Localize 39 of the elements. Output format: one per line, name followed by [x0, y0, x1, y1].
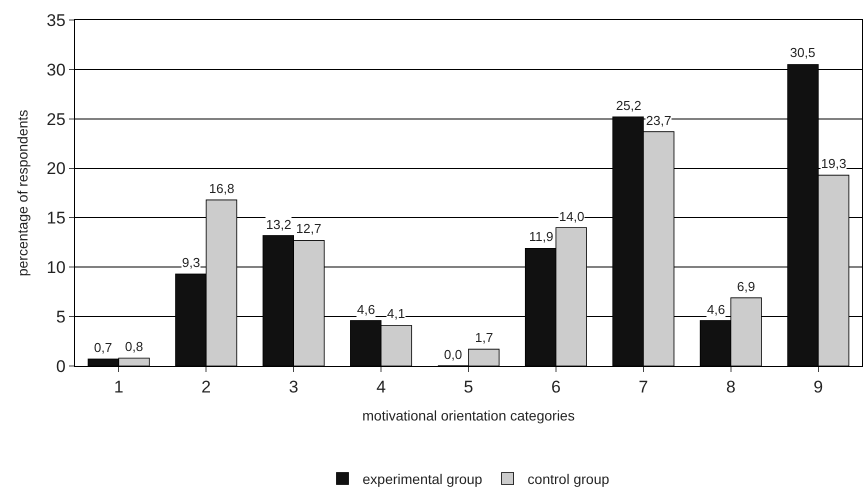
data-label: 19,3 [821, 156, 846, 171]
x-tick-label: 8 [726, 377, 736, 396]
data-label: 9,3 [182, 255, 200, 270]
y-tick-label: 30 [46, 60, 66, 80]
y-tick-label: 0 [56, 356, 66, 376]
x-tick-label: 4 [376, 377, 386, 396]
x-tick-label: 3 [288, 377, 298, 396]
x-tick-label: 1 [114, 377, 124, 396]
y-tick-label: 20 [46, 159, 66, 178]
legend-label: control group [528, 470, 610, 487]
data-label: 6,9 [737, 279, 756, 294]
x-axis-title: motivational orientation categories [362, 408, 575, 424]
data-label: 23,7 [646, 113, 672, 128]
data-label: 16,8 [209, 181, 234, 196]
data-label: 0,8 [125, 339, 144, 354]
data-label: 4,6 [707, 302, 726, 317]
data-label: 4,1 [387, 306, 406, 321]
data-label: 14,0 [559, 209, 584, 224]
y-tick-label: 10 [46, 258, 66, 278]
data-label: 30,5 [790, 45, 816, 60]
x-tick-label: 9 [814, 377, 824, 396]
y-axis-title: percentage of respondents [14, 110, 30, 276]
x-tick-label: 5 [464, 377, 474, 396]
x-tick-label: 2 [201, 377, 211, 396]
x-tick-label: 7 [638, 377, 648, 396]
data-label: 12,7 [296, 221, 322, 236]
data-label: 4,6 [357, 302, 376, 317]
legend-label: experimental group [362, 470, 483, 487]
data-label: 1,7 [475, 330, 494, 345]
data-label: 11,9 [529, 229, 554, 244]
y-tick-label: 35 [46, 10, 66, 30]
data-label: 13,2 [266, 217, 292, 232]
data-label: 25,2 [616, 98, 642, 113]
data-label: 0,0 [444, 347, 462, 362]
y-tick-label: 15 [46, 208, 66, 228]
data-label: 0,7 [94, 340, 112, 355]
x-tick-label: 6 [551, 377, 561, 396]
y-tick-label: 5 [56, 308, 66, 327]
y-tick-label: 25 [46, 110, 66, 129]
